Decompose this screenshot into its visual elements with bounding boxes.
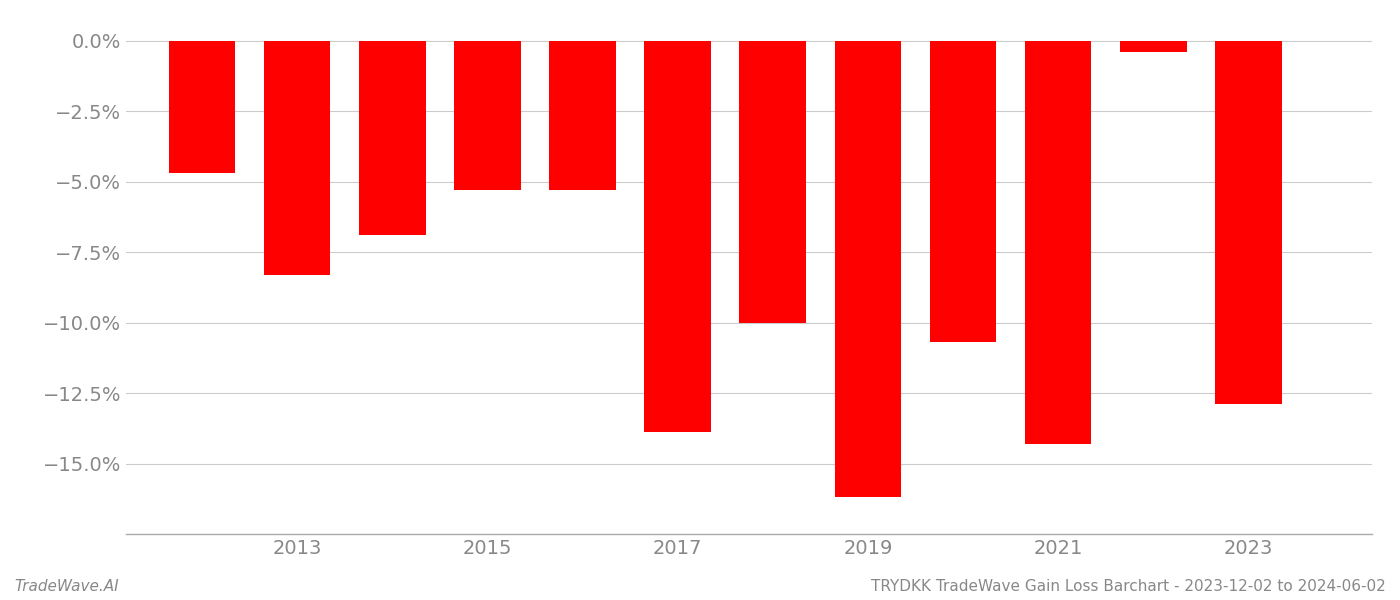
Text: TradeWave.AI: TradeWave.AI [14,579,119,594]
Bar [834,41,902,497]
Bar [358,41,426,235]
Bar [739,41,806,323]
Bar [1025,41,1092,444]
Bar [644,41,711,433]
Bar [265,41,330,275]
Bar [1215,41,1281,404]
Bar [930,41,997,342]
Text: TRYDKK TradeWave Gain Loss Barchart - 2023-12-02 to 2024-06-02: TRYDKK TradeWave Gain Loss Barchart - 20… [871,579,1386,594]
Bar [169,41,235,173]
Bar [549,41,616,190]
Bar [1120,41,1187,52]
Bar [454,41,521,190]
